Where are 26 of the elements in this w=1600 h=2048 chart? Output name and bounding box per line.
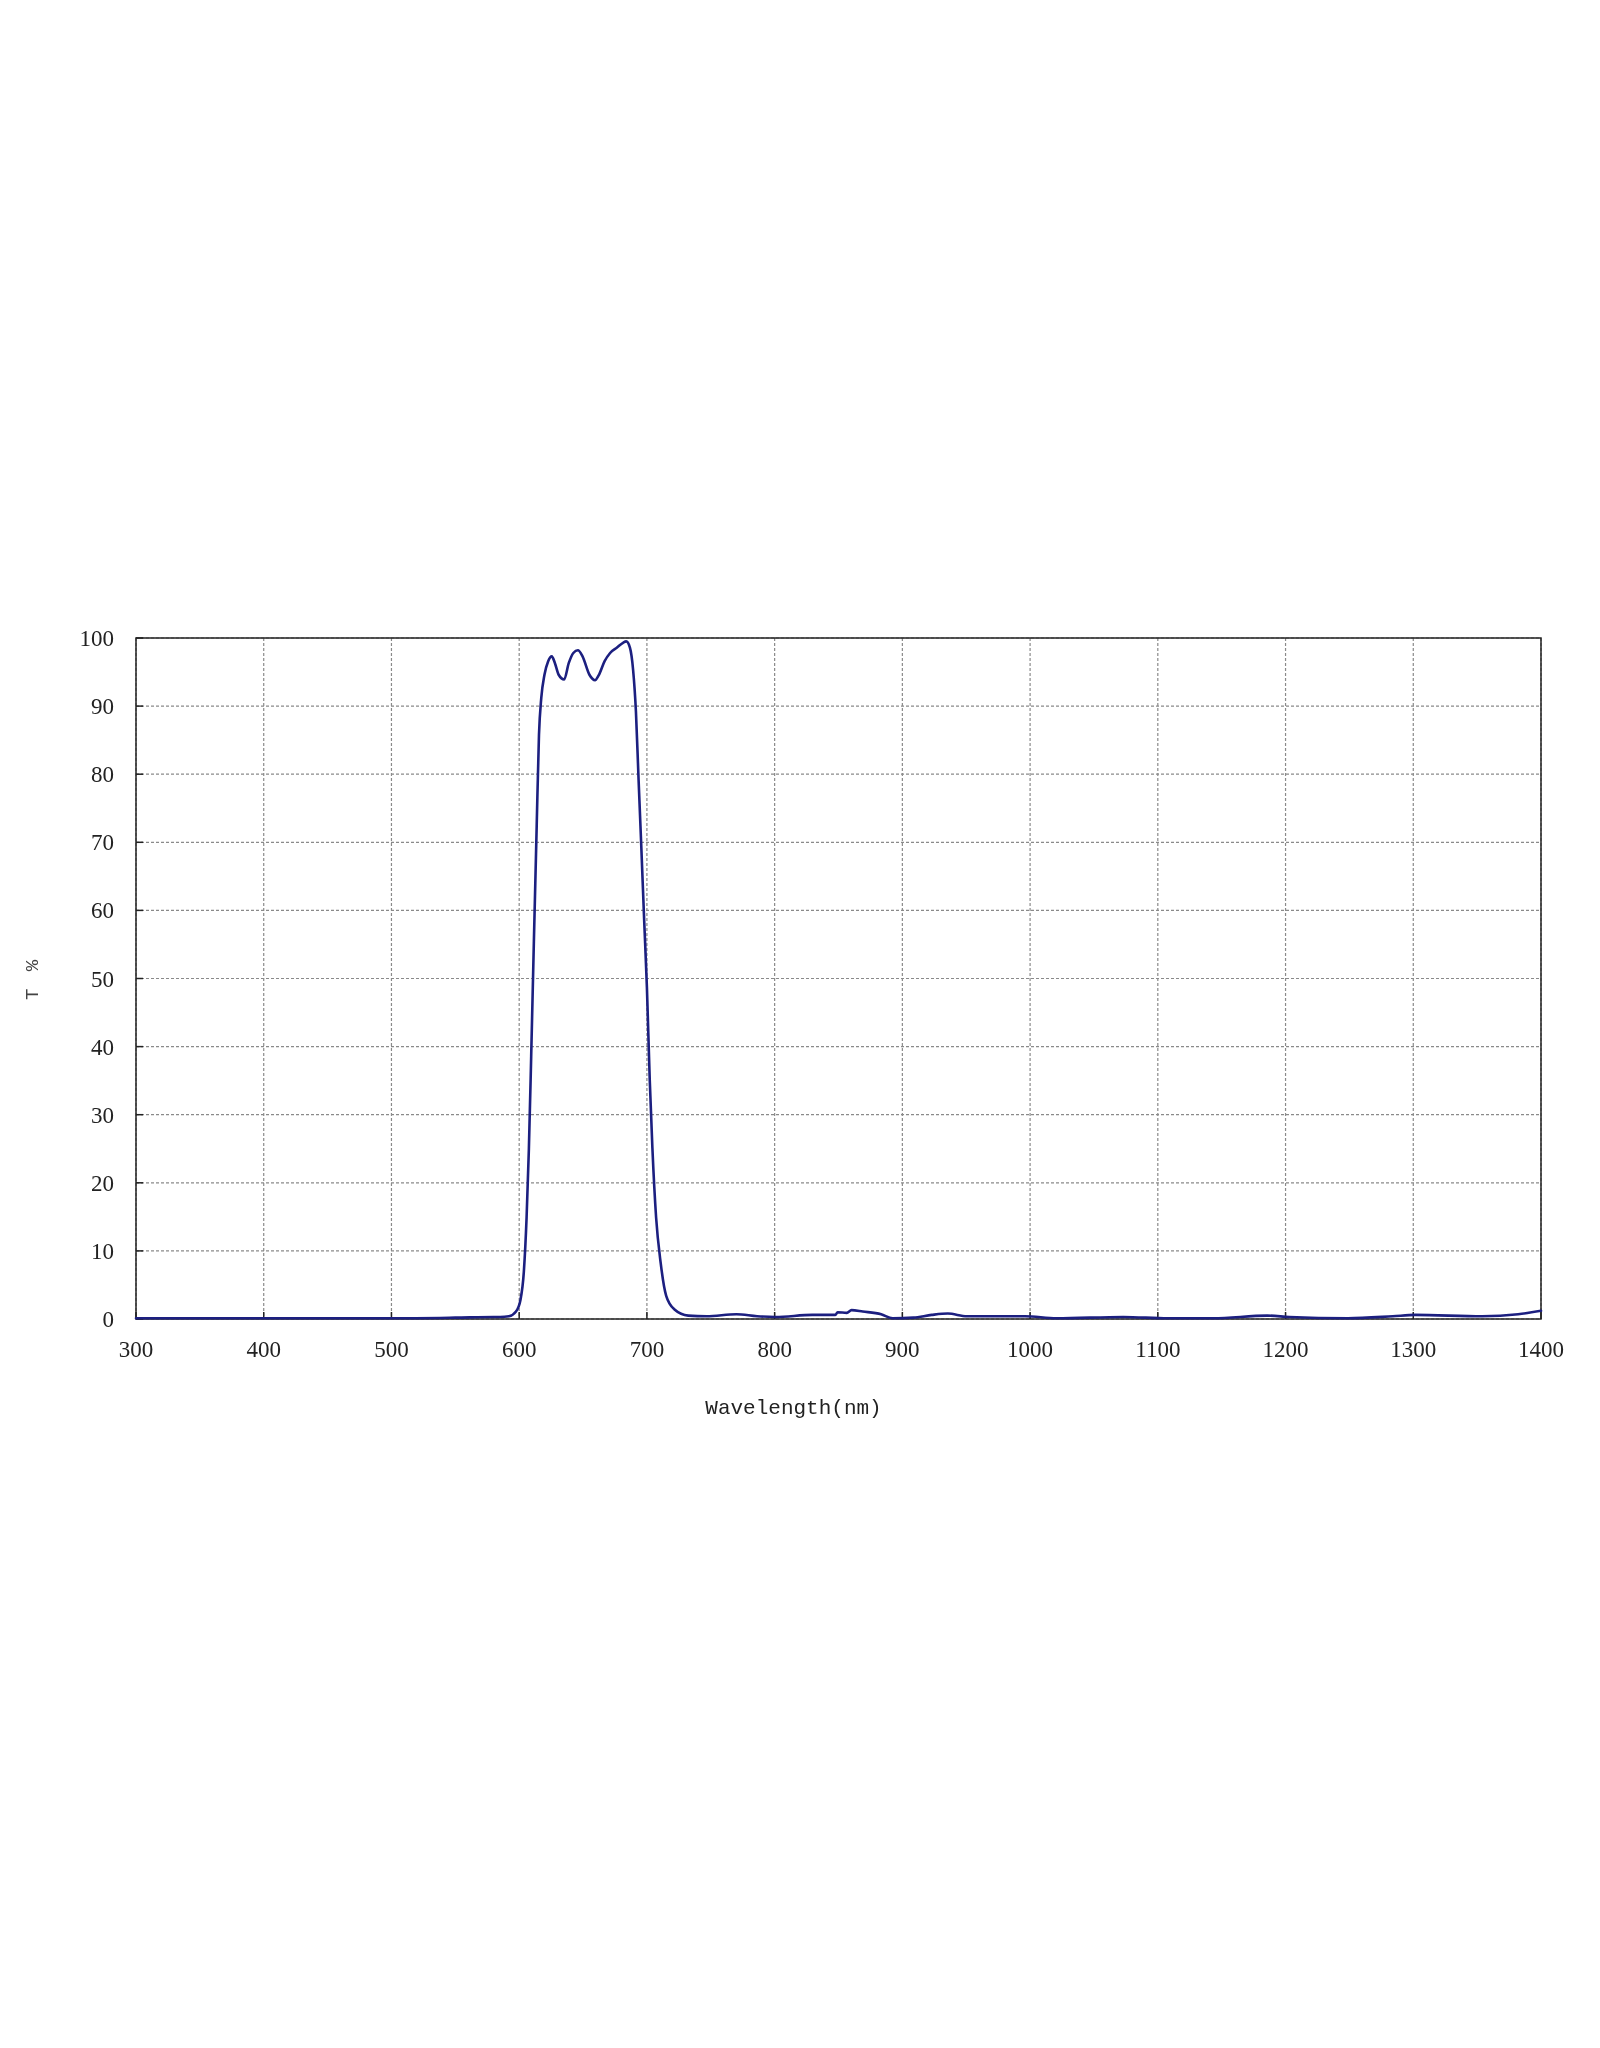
x-tick-label: 800 [757, 1337, 792, 1362]
y-tick-label: 90 [91, 694, 114, 720]
y-tick-label: 80 [91, 762, 114, 788]
x-tick-label: 1300 [1390, 1337, 1437, 1362]
x-tick-label: 700 [629, 1337, 665, 1362]
x-tick-label: 500 [374, 1337, 409, 1362]
x-tick-label: 600 [501, 1337, 537, 1362]
x-tick-label: 1100 [1135, 1337, 1181, 1362]
y-tick-label: 100 [79, 626, 114, 652]
x-tick-label: 400 [246, 1337, 281, 1362]
x-tick-label: 1000 [1007, 1337, 1054, 1362]
y-axis-title: T % [22, 956, 44, 1001]
x-tick-label: 900 [885, 1337, 920, 1362]
y-tick-label: 30 [91, 1102, 114, 1128]
y-tick-label: 0 [102, 1307, 114, 1333]
y-tick-label: 60 [91, 898, 114, 924]
y-tick-label: 50 [91, 966, 114, 992]
y-tick-label: 20 [91, 1170, 114, 1196]
x-axis-title: Wavelength(nm) [705, 1397, 882, 1420]
x-tick-label: 1200 [1262, 1337, 1309, 1362]
x-tick-label: 1400 [1518, 1337, 1564, 1362]
x-tick-label: 300 [118, 1337, 154, 1362]
y-tick-label: 10 [91, 1238, 114, 1264]
y-tick-label: 40 [91, 1034, 114, 1060]
y-tick-label: 70 [91, 830, 114, 856]
line-series [134, 640, 1543, 1320]
